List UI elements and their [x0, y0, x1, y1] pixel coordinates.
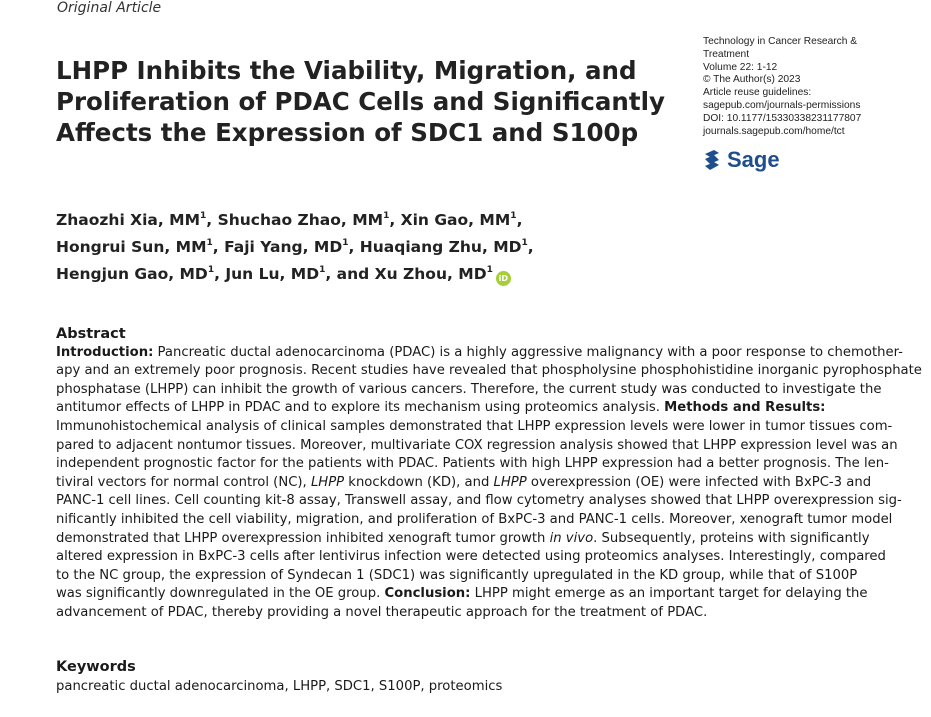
affiliation-marker: 1 — [319, 265, 326, 275]
author-name[interactable]: Zhaozhi Xia, MM — [56, 211, 201, 229]
title-line: Proliferation of PDAC Cells and Signific… — [56, 87, 665, 116]
section-label: Methods and Results: — [664, 400, 826, 416]
author-name[interactable]: Jun Lu, MD — [225, 265, 320, 283]
text-run: nificantly inhibited the cell viability,… — [56, 511, 893, 527]
abstract-line: was significantly downregulated in the O… — [56, 585, 879, 604]
italic-term: LHPP — [493, 474, 527, 490]
journal-info: Technology in Cancer Research & Treatmen… — [703, 36, 923, 138]
abstract-line: to the NC group, the expression of Synde… — [56, 567, 879, 586]
author-list: Zhaozhi Xia, MM1, Shuchao Zhao, MM1, Xin… — [56, 205, 676, 286]
abstract-line: pared to adjacent nontumor tissues. More… — [56, 437, 898, 456]
text-run: apy and an extremely poor prognosis. Rec… — [56, 363, 922, 379]
abstract-line: Introduction: Pancreatic ductal adenocar… — [56, 344, 903, 363]
sage-logo[interactable]: Sage — [702, 147, 780, 173]
orcid-icon[interactable]: iD — [495, 271, 511, 286]
italic-term: LHPP — [310, 474, 345, 490]
affiliation-marker: 1 — [510, 211, 517, 221]
author-line: Hongrui Sun, MM1, Faji Yang, MD1, Huaqia… — [56, 238, 534, 256]
text-run: altered expression in BxPC-3 cells after… — [56, 549, 886, 565]
volume-info: Volume 22: 1-12 — [703, 61, 778, 73]
affiliation-marker: 1 — [206, 238, 213, 248]
text-run: . Subsequently, proteins with significan… — [593, 530, 870, 546]
author-name[interactable]: Hongrui Sun, MM — [56, 238, 207, 256]
author-line: Hengjun Gao, MD1, Jun Lu, MD1, and Xu Zh… — [56, 259, 676, 286]
affiliation-marker: 1 — [521, 238, 528, 248]
keywords-heading: Keywords — [56, 659, 136, 675]
author-name[interactable]: Xin Gao, MM — [400, 211, 511, 229]
keywords-section: Keywords pancreatic ductal adenocarcinom… — [56, 658, 502, 696]
text-run: PANC-1 cell lines. Cell counting kit-8 a… — [56, 493, 902, 509]
text-run: knockdown (KD), and — [344, 474, 494, 490]
doi[interactable]: DOI: 10.1177/15330338231177807 — [703, 112, 862, 124]
affiliation-marker: 1 — [207, 265, 215, 275]
author-name[interactable]: Huaqiang Zhu, MD — [359, 238, 522, 256]
journal-homepage-link[interactable]: journals.sagepub.com/home/tct — [703, 125, 845, 137]
italic-term: in vivo — [549, 530, 594, 546]
abstract-line: phosphatase (LHPP) can inhibit the growt… — [56, 381, 882, 400]
text-run: was significantly downregulated in the O… — [56, 586, 385, 602]
text-run: to the NC group, the expression of Synde… — [56, 567, 858, 583]
author-name[interactable]: Shuchao Zhao, MM — [217, 211, 384, 229]
abstract-heading: Abstract — [56, 326, 126, 342]
section-label: Introduction: — [56, 344, 154, 360]
affiliation-marker: 1 — [383, 211, 390, 221]
journal-name: Technology in Cancer Research & — [703, 36, 858, 47]
abstract-body: Introduction: Pancreatic ductal adenocar… — [56, 344, 922, 623]
affiliation-marker: 1 — [200, 211, 207, 221]
abstract-line: PANC-1 cell lines. Cell counting kit-8 a… — [56, 492, 902, 511]
text-run: antitumor effects of LHPP in PDAC and to… — [56, 400, 665, 416]
abstract-line: tiviral vectors for normal control (NC),… — [56, 474, 879, 493]
abstract-line: demonstrated that LHPP overexpression in… — [56, 530, 879, 549]
text-run: tiviral vectors for normal control (NC), — [56, 474, 311, 490]
author-name[interactable]: Xu Zhou, MD — [374, 265, 487, 283]
copyright: © The Author(s) 2023 — [703, 74, 801, 86]
text-run: Pancreatic ductal adenocarcinoma (PDAC) … — [153, 344, 903, 360]
text-run: pared to adjacent nontumor tissues. More… — [56, 437, 898, 453]
title-line: LHPP Inhibits the Viability, Migration, … — [56, 56, 637, 85]
abstract-line: Immunohistochemical analysis of clinical… — [56, 418, 892, 437]
sage-wordmark: Sage — [727, 147, 780, 172]
reuse-guidelines-label: Article reuse guidelines: — [703, 87, 812, 99]
sage-s-icon — [702, 148, 722, 172]
text-run: Immunohistochemical analysis of clinical… — [56, 418, 893, 434]
text-run: LHPP might emerge as an important target… — [470, 586, 868, 602]
abstract-line: nificantly inhibited the cell viability,… — [56, 511, 892, 530]
text-run: phosphatase (LHPP) can inhibit the growt… — [56, 381, 882, 397]
section-label: Conclusion: — [384, 586, 471, 602]
abstract-line: altered expression in BxPC-3 cells after… — [56, 548, 886, 567]
text-run: demonstrated that LHPP overexpression in… — [56, 530, 550, 546]
title-line: Affects the Expression of SDC1 and S100p — [56, 118, 639, 147]
article-title: LHPP Inhibits the Viability, Migration, … — [56, 55, 676, 148]
journal-name-cont: Treatment — [703, 48, 750, 60]
text-run: independent prognostic factor for the pa… — [56, 456, 889, 472]
author-name[interactable]: Faji Yang, MD — [224, 238, 343, 256]
author-line: Zhaozhi Xia, MM1, Shuchao Zhao, MM1, Xin… — [56, 211, 523, 229]
abstract-line: antitumor effects of LHPP in PDAC and to… — [56, 399, 879, 418]
text-run: advancement of PDAC, thereby providing a… — [56, 604, 708, 620]
affiliation-marker: 1 — [342, 238, 349, 248]
text-run: overexpression (OE) were infected with B… — [526, 474, 872, 490]
abstract-line: apy and an extremely poor prognosis. Rec… — [56, 362, 922, 381]
author-name[interactable]: Hengjun Gao, MD — [56, 265, 208, 283]
article-type-label: Original Article — [57, 0, 162, 16]
abstract-section: Abstract Introduction: Pancreatic ductal… — [56, 325, 922, 623]
permissions-link[interactable]: sagepub.com/journals-permissions — [703, 99, 861, 111]
abstract-line: independent prognostic factor for the pa… — [56, 455, 889, 474]
abstract-line: advancement of PDAC, thereby providing a… — [56, 604, 879, 623]
keywords-text: pancreatic ductal adenocarcinoma, LHPP, … — [56, 679, 503, 694]
affiliation-marker: 1 — [486, 265, 493, 275]
